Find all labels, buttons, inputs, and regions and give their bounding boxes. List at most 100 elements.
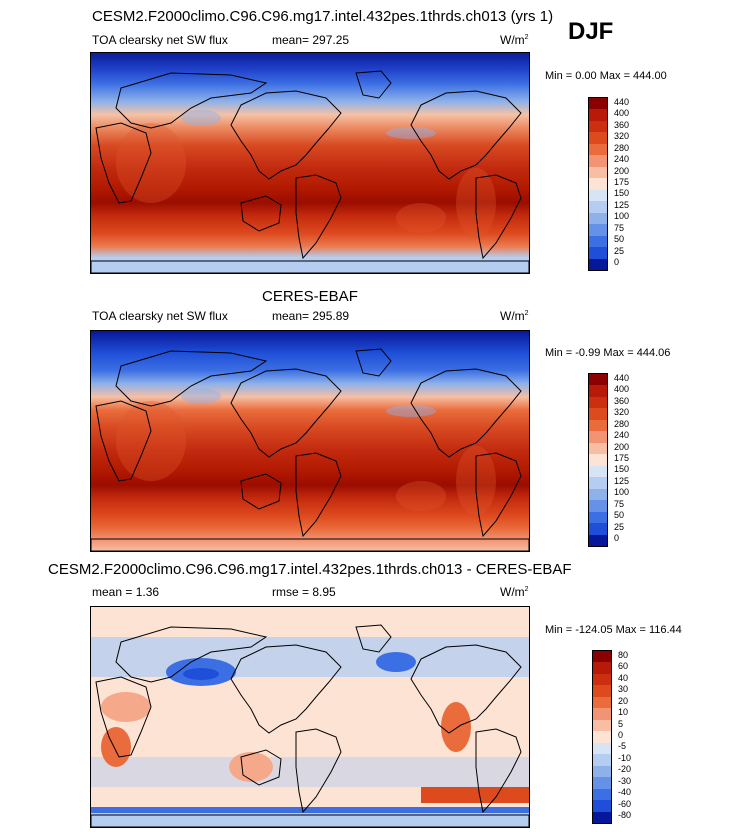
colorbar-label: 400 bbox=[614, 384, 630, 395]
colorbar-label: 175 bbox=[614, 453, 630, 463]
colorbar-label: 150 bbox=[614, 188, 630, 199]
colorbar-cell bbox=[589, 500, 607, 512]
colorbar-label: 320 bbox=[614, 131, 630, 142]
panel3-rmse: rmse = 8.95 bbox=[272, 585, 336, 599]
panel1-units: W/m2 bbox=[500, 33, 529, 47]
panel3-units: W/m2 bbox=[500, 585, 529, 599]
colorbar-cell bbox=[589, 201, 607, 213]
panel1-colorbar-labels: 440 400 360 320 280 240 200 175 150 125 100 75 50 25 0 bbox=[614, 97, 654, 269]
colorbar-label: -5 bbox=[618, 741, 627, 752]
colorbar-label: 200 bbox=[614, 165, 630, 176]
panel2-units: W/m2 bbox=[500, 309, 529, 323]
colorbar-label: -30 bbox=[618, 775, 632, 786]
colorbar-cell bbox=[589, 488, 607, 501]
colorbar-cell bbox=[589, 408, 607, 420]
colorbar-label: 20 bbox=[618, 695, 629, 706]
colorbar-label: 175 bbox=[614, 177, 630, 187]
colorbar-cell bbox=[589, 419, 607, 432]
colorbar-label: -60 bbox=[618, 798, 632, 809]
colorbar-label: 320 bbox=[614, 407, 630, 418]
colorbar-cell bbox=[589, 454, 607, 466]
colorbar-cell bbox=[589, 534, 607, 547]
colorbar-cell bbox=[589, 166, 607, 179]
colorbar-label: 75 bbox=[614, 498, 625, 509]
colorbar-cell bbox=[589, 155, 607, 167]
colorbar-cell bbox=[589, 431, 607, 443]
colorbar-cell bbox=[589, 247, 607, 259]
colorbar-label: 400 bbox=[614, 108, 630, 119]
colorbar-label: 50 bbox=[614, 510, 625, 521]
panel2-variable-label: TOA clearsky net SW flux bbox=[92, 309, 228, 323]
panel3-map bbox=[90, 606, 530, 828]
colorbar-label: -20 bbox=[618, 764, 632, 775]
colorbar-cell bbox=[589, 224, 607, 236]
colorbar-label: 240 bbox=[614, 154, 630, 165]
colorbar-cell bbox=[593, 754, 611, 766]
colorbar-cell bbox=[593, 651, 611, 663]
colorbar-cell bbox=[589, 178, 607, 190]
colorbar-cell bbox=[589, 396, 607, 409]
panel3-minmax: Min = -124.05 Max = 116.44 bbox=[545, 624, 682, 636]
colorbar-label: 440 bbox=[614, 372, 630, 383]
colorbar-label: 30 bbox=[618, 684, 629, 695]
colorbar-label: 0 bbox=[614, 257, 620, 268]
colorbar-cell bbox=[589, 132, 607, 144]
colorbar-cell bbox=[593, 708, 611, 720]
colorbar-label: 0 bbox=[618, 730, 624, 740]
panel2-colorbar bbox=[588, 373, 608, 547]
panel3-title: CESM2.F2000climo.C96.C96.mg17.intel.432p… bbox=[48, 561, 572, 578]
panel1-map bbox=[90, 52, 530, 274]
colorbar-label: 240 bbox=[614, 430, 630, 441]
colorbar-cell bbox=[593, 777, 611, 789]
colorbar-label: 60 bbox=[618, 661, 629, 672]
panel2-map bbox=[90, 330, 530, 552]
colorbar-label: 360 bbox=[614, 395, 630, 406]
colorbar-label: 100 bbox=[614, 211, 630, 222]
colorbar-cell bbox=[593, 696, 611, 709]
colorbar-cell bbox=[589, 385, 607, 397]
colorbar-cell bbox=[589, 258, 607, 271]
colorbar-cell bbox=[589, 98, 607, 110]
colorbar-cell bbox=[589, 212, 607, 225]
colorbar-cell bbox=[589, 465, 607, 478]
colorbar-label: 150 bbox=[614, 464, 630, 475]
colorbar-cell bbox=[589, 109, 607, 121]
panel2-colorbar-labels: 440 400 360 320 280 240 200 175 150 125 100 75 50 25 0 bbox=[614, 373, 654, 545]
colorbar-label: 125 bbox=[614, 199, 630, 210]
panel2-mean: mean= 295.89 bbox=[272, 309, 350, 323]
colorbar-cell bbox=[593, 742, 611, 755]
colorbar-cell bbox=[593, 673, 611, 686]
colorbar-cell bbox=[593, 765, 611, 778]
colorbar-label: 25 bbox=[614, 521, 625, 532]
colorbar-cell bbox=[593, 800, 611, 812]
panel2-minmax: Min = -0.99 Max = 444.06 bbox=[545, 347, 671, 359]
colorbar-cell bbox=[593, 811, 611, 824]
colorbar-cell bbox=[593, 719, 611, 732]
colorbar-cell bbox=[589, 511, 607, 524]
panel1-colorbar bbox=[588, 97, 608, 271]
panel3-colorbar bbox=[592, 650, 612, 824]
colorbar-label: 80 bbox=[618, 649, 629, 660]
panel1-variable-label: TOA clearsky net SW flux bbox=[92, 33, 228, 47]
colorbar-cell bbox=[589, 477, 607, 489]
colorbar-cell bbox=[593, 662, 611, 674]
colorbar-label: -40 bbox=[618, 787, 632, 798]
colorbar-label: 75 bbox=[614, 222, 625, 233]
colorbar-cell bbox=[589, 374, 607, 386]
colorbar-cell bbox=[589, 143, 607, 156]
colorbar-label: 50 bbox=[614, 234, 625, 245]
panel3-mean: mean = 1.36 bbox=[92, 585, 160, 599]
colorbar-cell bbox=[589, 235, 607, 248]
colorbar-label: -80 bbox=[618, 810, 632, 821]
colorbar-cell bbox=[593, 788, 611, 801]
colorbar-label: 200 bbox=[614, 441, 630, 452]
colorbar-cell bbox=[589, 189, 607, 202]
season-label: DJF bbox=[568, 18, 614, 45]
panel2-title: CERES-EBAF bbox=[262, 288, 358, 305]
colorbar-label: 100 bbox=[614, 487, 630, 498]
colorbar-label: 5 bbox=[618, 718, 624, 729]
colorbar-label: 125 bbox=[614, 475, 630, 486]
colorbar-label: 40 bbox=[618, 672, 629, 683]
colorbar-cell bbox=[589, 442, 607, 455]
panel1-mean: mean= 297.25 bbox=[272, 33, 350, 47]
